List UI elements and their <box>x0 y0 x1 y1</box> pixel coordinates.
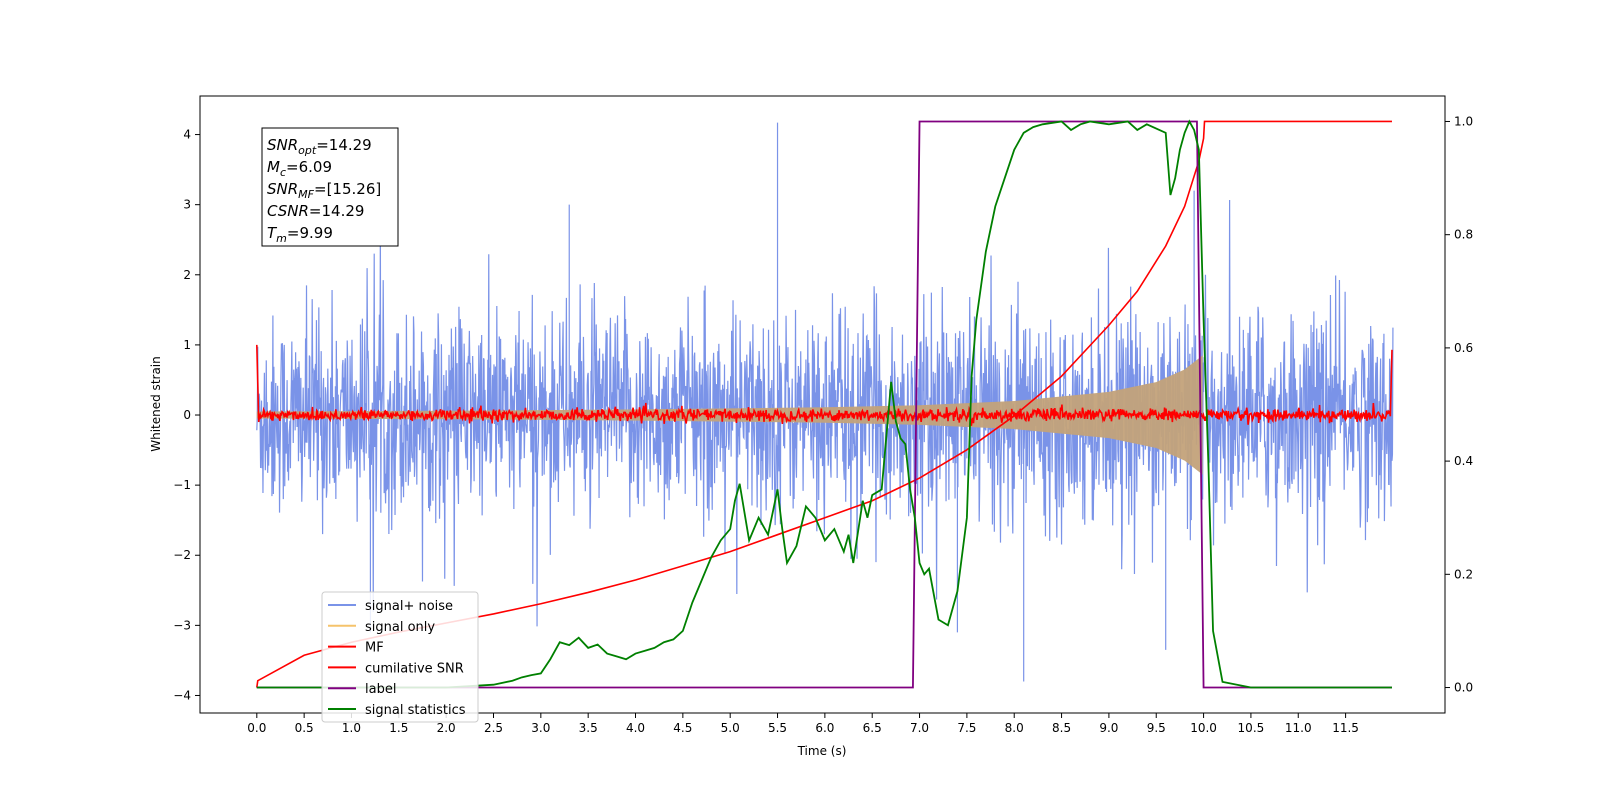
legend-label: MF <box>365 641 384 656</box>
annotation-value: =9.99 <box>287 224 333 242</box>
stats-annotation-box: SNRopt=14.29Mc=6.09SNRMF=[15.26]CSNR=14.… <box>261 127 399 247</box>
annotation-line: CSNR=14.29 <box>267 202 364 220</box>
annotation-subscript: opt <box>298 144 317 157</box>
x-tick-label: 1.0 <box>342 721 361 735</box>
annotation-value: =14.29 <box>309 202 365 220</box>
x-tick-label: 1.5 <box>389 721 408 735</box>
y-right-tick-label: 0.4 <box>1454 454 1473 468</box>
x-tick-label: 9.5 <box>1147 721 1166 735</box>
y-left-tick-label: 2 <box>183 268 191 282</box>
x-tick-label: 8.5 <box>1052 721 1071 735</box>
annotation-symbol: SNR <box>267 136 298 154</box>
legend: signal+ noise signal only MF cumilative SNR… <box>321 591 479 723</box>
y-left-tick-label: −4 <box>173 688 191 702</box>
y-left-tick-label: −1 <box>173 478 191 492</box>
x-tick-label: 5.0 <box>721 721 740 735</box>
x-tick-label: 7.0 <box>910 721 929 735</box>
y-left-tick-label: −2 <box>173 548 191 562</box>
x-axis-label: Time (s) <box>797 744 847 758</box>
x-tick-label: 9.0 <box>1099 721 1118 735</box>
series-signal-noise <box>256 200 1394 627</box>
annotation-symbol: T <box>267 224 278 242</box>
annotation-value: =6.09 <box>286 158 332 176</box>
x-tick-label: 11.0 <box>1285 721 1312 735</box>
annotation-symbol: CSNR <box>267 202 309 220</box>
annotation-line: SNRMF=[15.26] <box>267 180 381 201</box>
series-mf <box>256 344 1393 426</box>
legend-label: signal+ noise <box>365 599 453 614</box>
x-tick-label: 10.5 <box>1238 721 1265 735</box>
annotation-value: =[15.26] <box>314 180 381 198</box>
annotation-subscript: m <box>276 232 287 245</box>
annotation-frame <box>261 127 399 247</box>
plot-area <box>256 119 1394 689</box>
y-left-tick-label: 1 <box>183 338 191 352</box>
x-tick-label: 0.5 <box>295 721 314 735</box>
annotation-symbol: M <box>267 158 280 176</box>
x-tick-label: 11.5 <box>1332 721 1359 735</box>
y-left-tick-label: 3 <box>183 198 191 212</box>
y-left-tick-label: 4 <box>183 128 191 142</box>
x-tick-label: 8.0 <box>1005 721 1024 735</box>
x-tick-label: 3.5 <box>579 721 598 735</box>
x-tick-label: 4.0 <box>626 721 645 735</box>
legend-frame <box>321 591 479 723</box>
y-right-tick-label: 1.0 <box>1454 114 1473 128</box>
x-tick-label: 2.0 <box>437 721 456 735</box>
x-tick-label: 5.5 <box>768 721 787 735</box>
x-tick-label: 6.5 <box>863 721 882 735</box>
y-right-tick-label: 0.8 <box>1454 228 1473 242</box>
legend-label: signal only <box>365 620 435 635</box>
y-left-tick-label: −3 <box>173 618 191 632</box>
axis-ticks: 0.0 0.5 1.0 1.5 2.0 2.5 3.0 3.5 4.0 4.5 5.0 5.5 6.0 6… <box>173 114 1473 735</box>
x-tick-label: 0.0 <box>247 721 266 735</box>
legend-label: label <box>365 682 396 697</box>
x-tick-label: 3.0 <box>531 721 550 735</box>
y-right-tick-label: 0.6 <box>1454 341 1473 355</box>
x-tick-label: 7.5 <box>957 721 976 735</box>
legend-label: cumilative SNR <box>365 661 464 676</box>
x-tick-label: 10.0 <box>1190 721 1217 735</box>
annotation-line: Tm=9.99 <box>267 224 333 245</box>
y-right-tick-label: 0.2 <box>1454 567 1473 581</box>
y-axis-label: Whitened strain <box>149 356 163 452</box>
x-tick-label: 2.5 <box>484 721 503 735</box>
annotation-line: SNRopt=14.29 <box>267 136 372 157</box>
legend-label: signal statistics <box>365 703 466 718</box>
y-right-tick-label: 0.0 <box>1454 681 1473 695</box>
y-left-tick-label: 0 <box>183 408 191 422</box>
annotation-subscript: c <box>280 166 286 179</box>
annotation-symbol: SNR <box>267 180 298 198</box>
annotation-subscript: MF <box>298 188 314 201</box>
plot-frame <box>199 95 1446 714</box>
x-tick-label: 6.0 <box>815 721 834 735</box>
x-tick-label: 4.5 <box>673 721 692 735</box>
annotation-value: =14.29 <box>316 136 372 154</box>
annotation-line: Mc=6.09 <box>267 158 332 179</box>
series-signal-statistics <box>256 119 1392 689</box>
